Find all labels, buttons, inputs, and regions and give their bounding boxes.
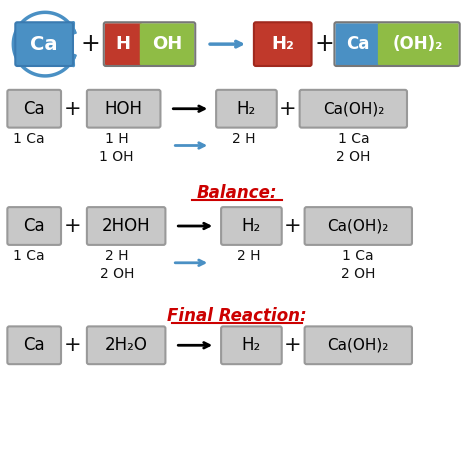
FancyBboxPatch shape (140, 23, 194, 65)
Text: +: + (64, 335, 82, 355)
Text: 1 H
1 OH: 1 H 1 OH (100, 131, 134, 164)
Text: 1 Ca
2 OH: 1 Ca 2 OH (341, 249, 375, 281)
Text: Balance:: Balance: (197, 184, 277, 202)
Text: Ca: Ca (23, 217, 45, 235)
Text: Ca: Ca (30, 35, 58, 54)
FancyBboxPatch shape (87, 326, 165, 364)
Text: Ca(OH)₂: Ca(OH)₂ (328, 338, 389, 353)
FancyBboxPatch shape (8, 326, 61, 364)
FancyBboxPatch shape (8, 207, 61, 245)
Text: H₂: H₂ (242, 217, 261, 235)
Text: +: + (279, 99, 297, 119)
Text: Ca: Ca (346, 35, 369, 53)
FancyBboxPatch shape (305, 326, 412, 364)
FancyBboxPatch shape (8, 90, 61, 127)
Text: +: + (284, 216, 301, 236)
Text: H: H (116, 35, 131, 53)
FancyBboxPatch shape (216, 90, 277, 127)
Text: +: + (81, 32, 101, 56)
Text: +: + (64, 99, 82, 119)
FancyBboxPatch shape (105, 23, 142, 65)
FancyBboxPatch shape (15, 22, 73, 66)
Text: H₂: H₂ (242, 336, 261, 354)
Text: 2 H
2 OH: 2 H 2 OH (100, 249, 134, 281)
FancyBboxPatch shape (87, 90, 161, 127)
Text: +: + (284, 335, 301, 355)
Text: H₂: H₂ (237, 100, 256, 118)
Text: H₂: H₂ (271, 35, 294, 53)
FancyBboxPatch shape (300, 90, 407, 127)
Text: 2H₂O: 2H₂O (105, 336, 147, 354)
Text: Ca: Ca (23, 336, 45, 354)
Text: 1 Ca: 1 Ca (13, 131, 45, 146)
Text: Ca(OH)₂: Ca(OH)₂ (323, 101, 384, 116)
Text: +: + (315, 32, 334, 56)
Text: OH: OH (152, 35, 182, 53)
Text: Ca: Ca (23, 100, 45, 118)
Text: 2 H: 2 H (232, 131, 255, 146)
Text: +: + (64, 216, 82, 236)
Text: 1 Ca
2 OH: 1 Ca 2 OH (336, 131, 371, 164)
Text: 2HOH: 2HOH (102, 217, 150, 235)
Text: Ca(OH)₂: Ca(OH)₂ (328, 218, 389, 233)
Text: (OH)₂: (OH)₂ (393, 35, 444, 53)
Text: 1 Ca: 1 Ca (13, 249, 45, 263)
Text: HOH: HOH (105, 100, 143, 118)
FancyBboxPatch shape (336, 23, 380, 65)
FancyBboxPatch shape (254, 22, 311, 66)
FancyBboxPatch shape (221, 207, 282, 245)
FancyBboxPatch shape (221, 326, 282, 364)
FancyBboxPatch shape (378, 23, 459, 65)
Text: Final Reaction:: Final Reaction: (167, 308, 307, 325)
FancyBboxPatch shape (305, 207, 412, 245)
Text: 2 H: 2 H (237, 249, 261, 263)
FancyBboxPatch shape (87, 207, 165, 245)
